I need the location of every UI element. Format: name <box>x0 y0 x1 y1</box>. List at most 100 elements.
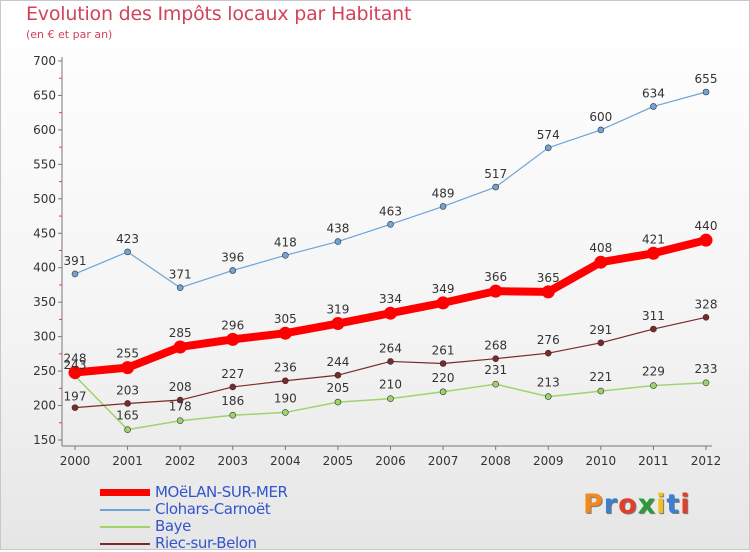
y-tick-label: 200 <box>33 399 56 413</box>
data-point <box>278 326 292 340</box>
data-point <box>282 409 289 416</box>
y-tick-label: 700 <box>33 54 56 68</box>
y-tick-label: 300 <box>33 330 56 344</box>
data-point <box>124 248 131 256</box>
data-point <box>124 426 131 433</box>
data-label: 634 <box>642 86 665 100</box>
legend-swatch <box>100 489 150 496</box>
data-point <box>387 395 394 402</box>
data-point <box>650 382 657 389</box>
data-label: 264 <box>379 341 402 355</box>
data-label: 600 <box>589 110 612 124</box>
data-label: 248 <box>64 351 87 365</box>
data-point <box>489 284 503 298</box>
data-label: 178 <box>169 400 192 414</box>
x-tick-label: 2010 <box>586 454 617 468</box>
chart-subtitle: (en € et par an) <box>26 28 113 41</box>
data-label: 371 <box>169 268 192 282</box>
data-label: 438 <box>326 222 349 236</box>
data-point <box>544 393 552 400</box>
data-point <box>229 383 237 391</box>
data-point <box>229 411 237 419</box>
data-point <box>226 332 240 346</box>
data-point <box>439 203 447 210</box>
data-point <box>334 238 342 245</box>
data-point <box>544 144 552 152</box>
data-label: 319 <box>326 303 349 317</box>
data-label: 655 <box>695 72 718 86</box>
data-point <box>124 400 131 407</box>
data-label: 305 <box>274 312 297 326</box>
y-tick-label: 350 <box>33 295 56 309</box>
data-label: 328 <box>695 297 718 311</box>
data-point <box>71 270 79 278</box>
data-point <box>436 296 450 310</box>
data-label: 243 <box>64 358 87 372</box>
data-label: 213 <box>537 376 560 390</box>
data-label: 208 <box>169 380 192 394</box>
data-point <box>282 377 289 385</box>
data-label: 349 <box>432 282 455 296</box>
data-point <box>492 183 499 191</box>
y-tick-label: 600 <box>33 123 56 137</box>
data-point <box>597 387 605 395</box>
legend-label: Clohars-Carnoët <box>155 500 271 518</box>
data-label: 220 <box>432 371 455 385</box>
data-label: 244 <box>326 355 349 369</box>
x-tick-label: 2004 <box>270 454 301 468</box>
data-label: 463 <box>379 204 402 218</box>
data-point <box>702 88 710 96</box>
data-label: 165 <box>116 409 139 423</box>
data-point <box>384 306 397 320</box>
data-point <box>594 255 608 269</box>
x-tick-label: 2009 <box>533 454 564 468</box>
data-point <box>650 103 657 110</box>
data-label: 227 <box>221 367 244 381</box>
legend-label: Riec-sur-Belon <box>155 534 257 552</box>
data-label: 255 <box>116 347 139 361</box>
data-label: 291 <box>589 323 612 337</box>
data-label: 261 <box>432 344 455 358</box>
data-point <box>492 380 499 388</box>
x-tick-label: 2007 <box>428 454 459 468</box>
data-point <box>597 126 605 134</box>
data-label: 186 <box>221 394 244 408</box>
chart-title: Evolution des Impôts locaux par Habitant <box>26 3 412 25</box>
data-label: 190 <box>274 391 297 405</box>
proxiti-logo: Proxiti <box>583 489 691 520</box>
data-point <box>597 339 605 347</box>
data-point <box>387 358 394 365</box>
legend-swatch <box>100 525 150 528</box>
data-point <box>173 340 187 354</box>
y-tick-label: 250 <box>33 364 56 378</box>
data-point <box>439 388 447 396</box>
data-label: 311 <box>642 309 665 323</box>
data-point <box>121 361 135 375</box>
data-point <box>544 349 552 357</box>
legend-label: Baye <box>155 517 191 535</box>
x-tick-label: 2000 <box>60 454 91 468</box>
data-point <box>702 379 710 387</box>
data-label: 231 <box>484 363 507 377</box>
x-tick-label: 2005 <box>323 454 354 468</box>
x-tick-label: 2001 <box>112 454 143 468</box>
x-tick-label: 2006 <box>375 454 406 468</box>
data-label: 489 <box>432 186 455 200</box>
data-point <box>71 404 79 411</box>
data-label: 276 <box>537 333 560 347</box>
data-point <box>439 360 447 367</box>
x-tick-label: 2008 <box>480 454 511 468</box>
y-tick-label: 500 <box>33 192 56 206</box>
legend-swatch <box>100 508 150 511</box>
data-label: 236 <box>274 361 297 375</box>
data-label: 408 <box>589 241 612 255</box>
data-point <box>492 355 499 362</box>
y-tick-label: 550 <box>33 157 56 171</box>
y-tick-label: 650 <box>33 88 56 102</box>
data-point <box>541 285 555 299</box>
data-point <box>282 252 289 259</box>
data-point <box>176 284 184 292</box>
data-label: 418 <box>274 235 297 249</box>
data-point <box>334 371 342 379</box>
